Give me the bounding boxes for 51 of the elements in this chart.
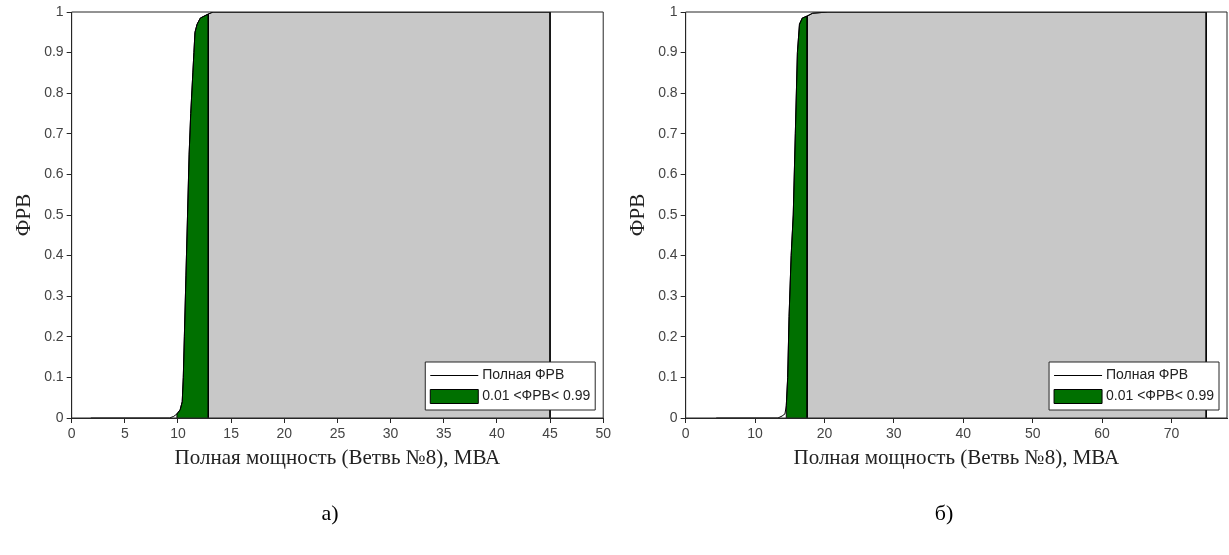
x-tick-label: 5: [120, 425, 129, 442]
text: б): [934, 500, 954, 526]
y-tick-label: 0: [55, 408, 64, 425]
y-tick-label: 1: [669, 2, 678, 19]
y-tick-label: 0.9: [658, 43, 678, 60]
legend-label: 0.01 <ФРВ< 0.99: [482, 387, 591, 404]
y-tick-label: 0.7: [44, 124, 64, 141]
y-tick-label: 0.5: [44, 205, 64, 222]
x-tick-label: 45: [542, 425, 559, 442]
y-tick-label: 0.2: [658, 327, 678, 344]
y-axis-title: ФРВ: [11, 193, 36, 237]
x-tick-label: 35: [435, 425, 452, 442]
y-tick-label: 0.8: [658, 84, 678, 101]
y-axis-title: ФРВ: [625, 193, 650, 237]
y-tick-label: 0: [669, 408, 678, 425]
y-tick-label: 0.4: [44, 246, 64, 263]
x-tick-label: 10: [747, 425, 764, 442]
x-tick-label: 60: [1094, 425, 1111, 442]
x-tick-label: 0: [67, 425, 76, 442]
y-tick-label: 0.4: [658, 246, 678, 263]
legend-label: Полная ФРВ: [1106, 366, 1189, 383]
x-tick-label: 25: [329, 425, 346, 442]
y-tick-label: 0.6: [44, 165, 64, 182]
x-tick-label: 30: [382, 425, 399, 442]
y-tick-label: 0.6: [658, 165, 678, 182]
text: а): [321, 500, 339, 526]
legend-label: Полная ФРВ: [482, 366, 565, 383]
x-tick-label: 0: [681, 425, 690, 442]
y-tick-label: 0.1: [44, 368, 64, 385]
y-tick-label: 0.7: [658, 124, 678, 141]
y-tick-label: 0.1: [658, 368, 678, 385]
x-tick-label: 40: [489, 425, 505, 442]
x-tick-label: 20: [816, 425, 833, 442]
y-tick-label: 0.8: [44, 84, 64, 101]
y-tick-label: 0.9: [44, 43, 64, 60]
y-tick-label: 0.2: [44, 327, 64, 344]
x-tick-label: 15: [223, 425, 240, 442]
x-tick-label: 70: [1163, 425, 1180, 442]
x-tick-label: 20: [276, 425, 293, 442]
x-axis-title: Полная мощность (Ветвь №8), МВА: [793, 444, 1120, 469]
legend-label: 0.01 <ФРВ< 0.99: [1106, 387, 1215, 404]
y-tick-label: 1: [55, 2, 64, 19]
y-tick-label: 0.3: [44, 287, 64, 304]
x-tick-label: 10: [170, 425, 186, 442]
y-tick-label: 0.5: [658, 205, 678, 222]
y-tick-label: 0.3: [658, 287, 678, 304]
x-tick-label: 40: [955, 425, 972, 442]
x-tick-label: 30: [886, 425, 902, 442]
x-axis-title: Полная мощность (Ветвь №8), МВА: [174, 444, 502, 469]
x-tick-label: 50: [595, 425, 612, 442]
x-tick-label: 50: [1024, 425, 1041, 442]
